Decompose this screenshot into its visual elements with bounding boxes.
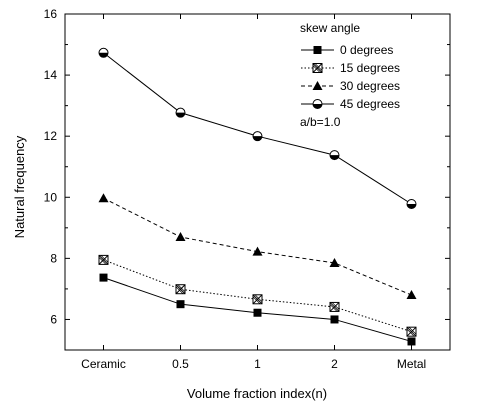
legend-label: 0 degrees [340, 43, 393, 57]
marker-square-filled [99, 273, 108, 282]
marker-diag [312, 63, 323, 73]
marker-half-circle [98, 47, 109, 58]
series-0 [99, 273, 416, 346]
marker-hatch [177, 284, 186, 292]
marker-square-filled [176, 300, 185, 309]
marker-half [313, 104, 322, 109]
y-tick-label: 8 [50, 251, 57, 265]
marker-diag [252, 294, 263, 305]
marker-hatch [314, 63, 323, 71]
legend-item: 30 degrees [301, 79, 400, 93]
marker-triangle [252, 246, 263, 256]
marker-triangle-filled [329, 257, 340, 267]
series-1 [98, 254, 417, 337]
marker-square-filled [313, 46, 322, 54]
marker-diag [175, 284, 186, 295]
legend-item: 0 degrees [301, 43, 393, 57]
marker-triangle [175, 231, 186, 241]
x-tick-label: Ceramic [81, 357, 126, 371]
marker-square-filled [407, 337, 416, 346]
y-tick-label: 14 [44, 68, 58, 82]
marker-crossed-square [406, 326, 417, 337]
marker-crossed-square [329, 301, 340, 312]
marker-hatch [254, 294, 263, 303]
marker-diag [98, 255, 109, 265]
marker-triangle-filled [406, 290, 417, 300]
marker-half [407, 203, 416, 209]
marker-diag [329, 302, 340, 312]
marker-half-circle [329, 150, 340, 161]
marker-crossed-square [312, 63, 323, 73]
marker-triangle-filled [252, 246, 263, 256]
series-line [103, 52, 412, 205]
tick-marks [65, 13, 450, 351]
y-tick-label: 10 [44, 190, 58, 204]
marker-hatch [408, 326, 417, 335]
marker-triangle [312, 81, 323, 90]
marker-hatch [312, 65, 321, 73]
legend-label: 15 degrees [340, 61, 400, 75]
y-tick-label: 12 [44, 129, 58, 143]
marker-diag [406, 326, 417, 337]
marker-crossed-square [98, 254, 109, 265]
marker-square-filled [330, 315, 339, 324]
legend-item: 45 degrees [301, 97, 400, 111]
marker-half [176, 112, 185, 118]
marker-hatch [406, 328, 415, 337]
marker-square [99, 273, 108, 282]
y-tick-label: 16 [44, 7, 58, 21]
legend: skew angle 0 degrees 15 degrees 30 degrees 4… [300, 21, 400, 111]
marker-square [407, 337, 416, 346]
x-tick-label: 2 [331, 357, 338, 371]
y-axis-label: Natural frequency [12, 135, 27, 238]
marker-half-circle [406, 198, 417, 209]
x-tick-label: 1 [254, 357, 261, 371]
marker-square [176, 300, 185, 309]
legend-label: 45 degrees [340, 97, 400, 111]
marker-square [330, 315, 339, 324]
marker-hatch [329, 304, 338, 312]
marker-triangle-filled [312, 81, 323, 90]
marker-square-filled [253, 308, 262, 317]
marker-half-circle [312, 99, 323, 109]
series-line [103, 197, 412, 296]
marker-crossed-square [252, 294, 263, 305]
marker-square [253, 308, 262, 317]
marker-half [99, 52, 108, 58]
marker-half [253, 136, 262, 141]
x-axis-label: Volume fraction index(n) [187, 386, 327, 401]
series-2 [98, 193, 417, 300]
marker-triangle [406, 290, 417, 300]
x-tick-label: 0.5 [172, 357, 189, 371]
marker-hatch [100, 255, 109, 263]
legend-title: skew angle [300, 21, 360, 35]
marker-hatch [175, 286, 184, 294]
marker-half-circle [252, 131, 263, 142]
legend-item: 15 degrees [301, 61, 400, 75]
legend-label: 30 degrees [340, 79, 400, 93]
series-layer [98, 47, 417, 346]
y-tick-label: 6 [50, 312, 57, 326]
marker-triangle [329, 257, 340, 267]
marker-half [330, 155, 339, 160]
marker-square [313, 46, 322, 54]
marker-hatch [98, 257, 107, 265]
annotation-text: a/b=1.0 [300, 115, 341, 129]
marker-hatch [252, 296, 261, 305]
marker-triangle [98, 193, 109, 203]
marker-hatch [331, 302, 340, 310]
marker-crossed-square [175, 284, 186, 295]
marker-triangle-filled [98, 193, 109, 203]
x-tick-label: Metal [397, 357, 426, 371]
series-3 [98, 47, 417, 209]
marker-half-circle [175, 107, 186, 118]
marker-triangle-filled [175, 231, 186, 241]
